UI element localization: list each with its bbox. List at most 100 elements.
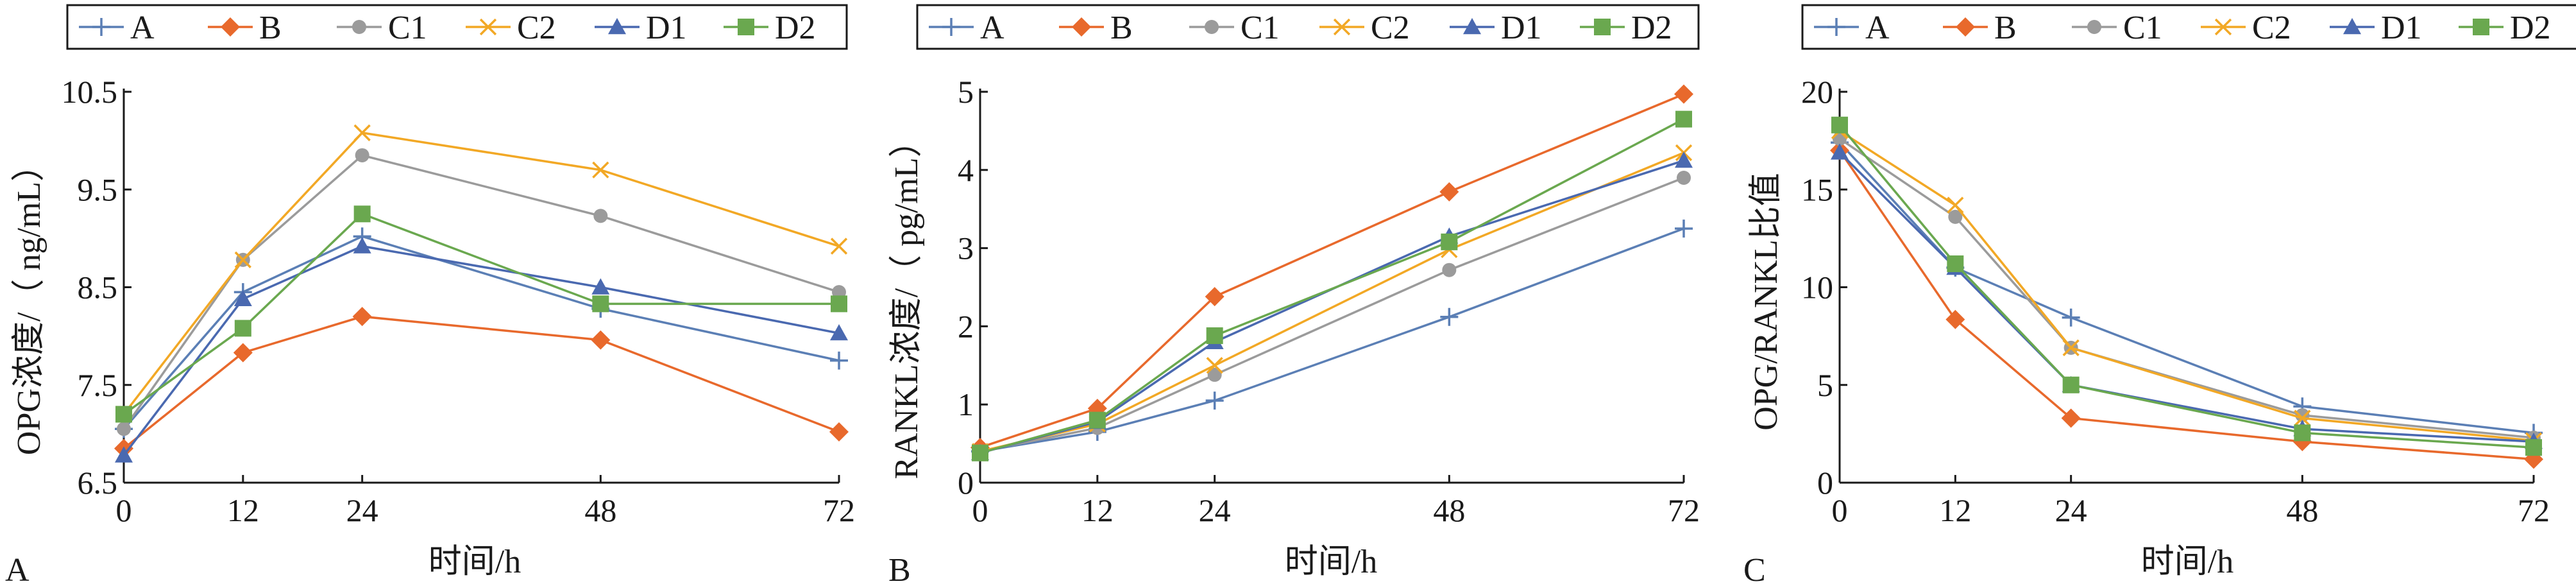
data-point: [592, 161, 609, 178]
data-point: [353, 124, 371, 142]
data-point: [1089, 411, 1106, 429]
x-tick-label: 72: [823, 492, 855, 528]
panel-label: C: [1743, 552, 1766, 586]
data-point: [1441, 233, 1458, 250]
legend-marker: [92, 18, 110, 36]
legend-label: D1: [1501, 10, 1542, 46]
legend-box: [916, 4, 1700, 50]
legend-item-a: A: [929, 10, 1004, 46]
x-tick-label: 72: [2518, 492, 2550, 528]
data-point: [115, 406, 132, 423]
data-point: [972, 444, 988, 461]
panel-c: A B C1 C2 D1 D2 0 5 10 15 20 0 12 24 48 72 OPG/RANKL比值…: [1743, 4, 2576, 586]
y-tick-label: 10: [1801, 270, 1833, 306]
legend-marker: [1333, 18, 1351, 36]
legend-item-b: B: [208, 10, 282, 46]
legend-item-c1: C1: [1189, 10, 1280, 46]
data-point: [1677, 170, 1691, 185]
data-point: [1207, 367, 1222, 382]
data-point: [2294, 409, 2311, 427]
y-tick-label: 10.5: [62, 74, 118, 110]
series-d2: [115, 205, 847, 423]
x-tick-label: 12: [227, 492, 259, 528]
legend-item-c2: C2: [2201, 10, 2291, 46]
data-point: [234, 251, 251, 269]
data-point: [830, 237, 848, 255]
legend-marker: [2343, 18, 2361, 35]
legend-label: C2: [1371, 10, 1410, 46]
y-tick-label: 9.5: [78, 171, 118, 207]
y-tick-label: 7.5: [78, 367, 118, 403]
legend: A B C1 C2 D1 D2: [1801, 4, 2576, 50]
data-point: [2525, 439, 2542, 456]
legend: A B C1 C2 D1 D2: [916, 4, 1700, 50]
legend: A B C1 C2 D1 D2: [66, 4, 848, 50]
data-point: [2062, 376, 2080, 393]
legend-item-c1: C1: [2072, 10, 2162, 46]
data-point: [115, 446, 133, 463]
legend-label: C2: [517, 10, 556, 46]
data-point: [1439, 182, 1459, 202]
y-tick-label: 2: [958, 308, 974, 344]
plot-area: 0 5 10 15 20 0 12 24 48 72: [1801, 74, 2550, 528]
x-tick-label: 0: [1832, 492, 1848, 528]
data-point: [1831, 143, 1849, 160]
data-point: [233, 343, 253, 363]
x-tick-label: 24: [346, 492, 378, 528]
legend-marker: [1956, 17, 1975, 37]
y-tick-label: 4: [958, 152, 974, 188]
legend-item-c1: C1: [337, 10, 427, 46]
data-point: [591, 330, 611, 350]
y-tick-label: 5: [958, 74, 974, 110]
legend-marker: [2473, 19, 2489, 35]
legend-item-c2: C2: [466, 10, 556, 46]
y-tick-label: 6.5: [78, 465, 118, 501]
legend-item-a: A: [79, 10, 155, 46]
legend-marker: [352, 20, 366, 34]
legend-item-b: B: [1943, 10, 2017, 46]
y-tick-label: 3: [958, 230, 974, 266]
x-tick-label: 48: [584, 492, 616, 528]
data-point: [2062, 308, 2080, 327]
data-point: [1675, 151, 1693, 168]
data-point: [1440, 307, 1459, 326]
x-tick-label: 48: [1433, 492, 1465, 528]
data-point: [1947, 255, 1964, 272]
legend-item-d1: D1: [595, 10, 687, 46]
x-tick-label: 0: [116, 492, 132, 528]
legend-box: [1801, 4, 2576, 50]
legend-label: B: [259, 10, 282, 46]
legend-marker: [1072, 17, 1091, 37]
legend-marker: [2087, 20, 2101, 34]
data-point: [1675, 220, 1693, 238]
legend-label: D2: [2510, 10, 2551, 46]
legend-box: [66, 4, 848, 50]
y-tick-label: 5: [1817, 367, 1833, 403]
legend-marker: [1205, 20, 1219, 34]
legend-label: C1: [388, 10, 427, 46]
x-axis-label: 时间/h: [2141, 544, 2233, 580]
data-point: [2062, 339, 2080, 357]
legend-label: A: [130, 10, 155, 46]
legend-label: A: [980, 10, 1004, 46]
y-tick-label: 0: [1817, 465, 1833, 501]
legend-label: C1: [1241, 10, 1280, 46]
data-point: [1206, 327, 1223, 345]
data-point: [1206, 357, 1223, 374]
legend-label: B: [1110, 10, 1133, 46]
x-tick-label: 12: [1939, 492, 1971, 528]
legend-item-d2: D2: [724, 10, 816, 46]
data-point: [592, 295, 609, 313]
data-point: [593, 209, 608, 223]
data-point: [2061, 408, 2081, 428]
data-point: [2294, 424, 2311, 442]
data-point: [1442, 263, 1457, 277]
y-tick-label: 0: [958, 465, 974, 501]
y-tick-label: 1: [958, 386, 974, 422]
x-tick-label: 12: [1081, 492, 1114, 528]
legend-items: A B C1 C2 D1 D2: [79, 10, 816, 46]
data-point: [830, 324, 848, 341]
